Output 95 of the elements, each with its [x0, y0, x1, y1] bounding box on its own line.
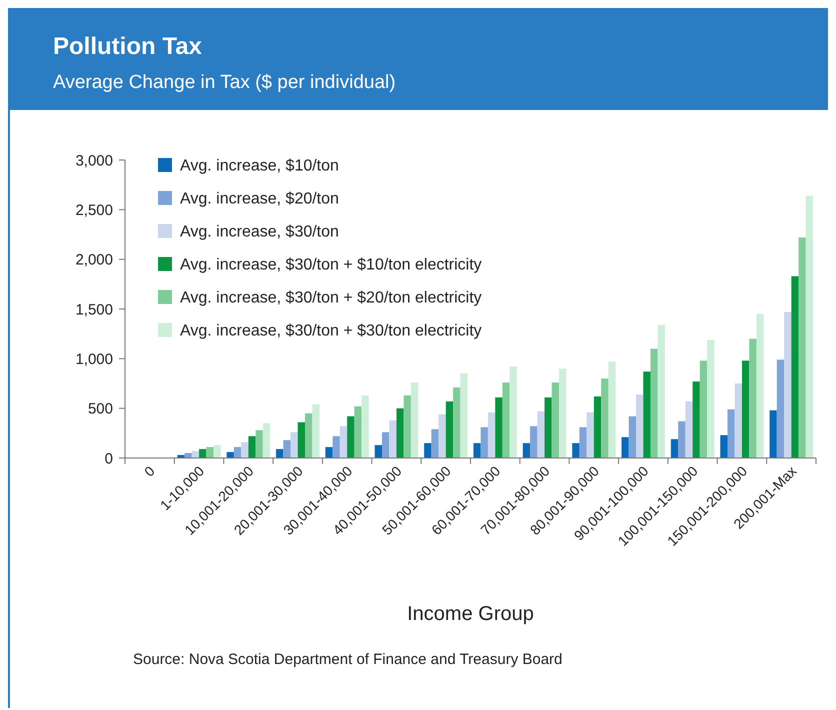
bar [749, 338, 756, 458]
chart-title: Pollution Tax [53, 33, 203, 60]
bar [586, 412, 594, 458]
bar [720, 435, 728, 458]
bar [628, 416, 636, 458]
bar [601, 378, 608, 458]
bar [192, 451, 200, 458]
bar [438, 414, 446, 458]
bar [510, 366, 517, 458]
bar [283, 440, 291, 458]
bar [522, 443, 530, 458]
bar [502, 382, 510, 458]
y-tick-label: 2,500 [75, 202, 113, 219]
bar [658, 324, 665, 458]
bar [226, 452, 234, 458]
y-tick-label: 0 [104, 450, 113, 468]
bar [298, 422, 305, 458]
bar [700, 360, 708, 458]
bar [248, 436, 256, 458]
bar [234, 447, 242, 458]
bar [340, 426, 348, 458]
bar [480, 427, 488, 458]
bar [650, 348, 658, 458]
legend-label: Avg. increase, $30/ton + $30/ton electricity [180, 322, 482, 340]
bar [396, 408, 404, 458]
bar [424, 443, 432, 458]
bar [325, 447, 333, 458]
bar [431, 429, 439, 458]
bar [734, 384, 742, 458]
bar [453, 387, 460, 458]
bar [488, 412, 496, 458]
bar [473, 443, 481, 458]
bar [362, 395, 369, 458]
bar [622, 437, 629, 458]
bar [332, 436, 340, 458]
bar [312, 404, 320, 458]
bar [495, 397, 502, 458]
y-tick-label: 1,500 [75, 301, 113, 318]
bar [798, 237, 806, 458]
bar [389, 420, 396, 458]
bar [184, 453, 192, 458]
bar [199, 449, 206, 458]
bar [552, 382, 560, 458]
chart-subtitle: Average Change in Tax ($ per individual) [53, 72, 396, 93]
bar [559, 368, 566, 458]
bar [806, 196, 814, 458]
legend-label: Avg. increase, $20/ton [180, 190, 339, 208]
bar [707, 340, 714, 458]
bar [214, 445, 221, 458]
bar [784, 312, 792, 458]
bar [776, 360, 784, 458]
bar [770, 410, 777, 458]
legend-label: Avg. increase, $30/ton + $10/ton electricity [180, 256, 482, 274]
bar [685, 401, 693, 458]
bar [241, 442, 248, 458]
y-tick-label: 2,000 [75, 252, 113, 269]
bar [262, 423, 270, 458]
x-axis-title: Income Group [407, 603, 534, 625]
bar [636, 394, 644, 458]
bar [256, 430, 263, 458]
bar [594, 396, 602, 458]
bar [304, 413, 312, 458]
bar [608, 362, 616, 458]
legend-label: Avg. increase, $10/ton [180, 158, 339, 175]
bar [544, 397, 552, 458]
bar [374, 445, 382, 458]
bar [678, 421, 686, 458]
source-note: Source: Nova Scotia Department of Finance and Treasury Board [133, 651, 562, 668]
bar [727, 409, 735, 458]
bar [670, 439, 678, 458]
bar [572, 443, 580, 458]
legend-label: Avg. increase, $30/ton + $20/ton electricity [180, 290, 482, 307]
bar [579, 427, 587, 458]
bar [643, 372, 650, 458]
bar [276, 449, 284, 458]
bar [530, 426, 538, 458]
bar [460, 374, 468, 458]
bar [404, 395, 411, 458]
bar [791, 276, 799, 458]
bar [206, 447, 214, 458]
y-tick-label: 3,000 [75, 152, 113, 170]
y-tick-label: 500 [88, 400, 113, 418]
x-tick-label: 0 [140, 462, 158, 480]
bar [382, 432, 390, 458]
bar [742, 360, 750, 458]
bar [347, 416, 354, 458]
bar [537, 411, 545, 458]
bar [756, 314, 764, 458]
bar [410, 382, 418, 458]
bar [692, 382, 700, 458]
bar [354, 406, 362, 458]
bar [290, 432, 298, 458]
legend-label: Avg. increase, $30/ton [180, 224, 339, 241]
bar [446, 401, 454, 458]
y-tick-label: 1,000 [75, 350, 113, 368]
